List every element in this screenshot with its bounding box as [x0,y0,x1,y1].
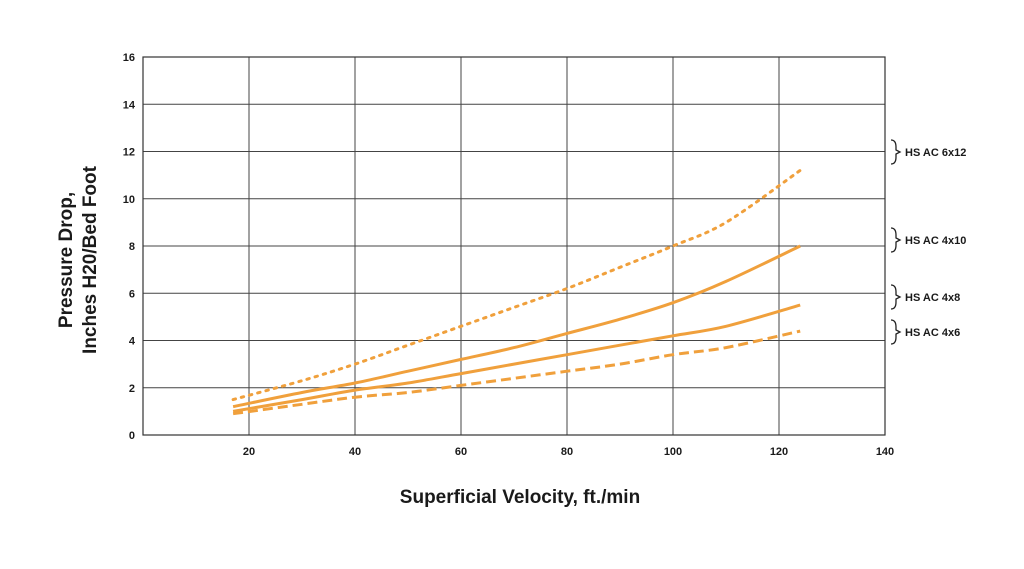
series-line-hs-ac-4x6 [232,329,801,416]
legend-bracket [890,227,902,253]
y-tick-label: 14 [123,99,136,111]
x-tick-label: 140 [876,446,894,458]
y-tick-label: 10 [123,194,135,206]
x-tick-label: 100 [664,446,682,458]
y-axis-label-line-1: Pressure Drop, [56,192,77,328]
x-tick-label: 120 [770,446,788,458]
grid [143,57,885,435]
series-line-hs-ac-4x8 [232,303,801,413]
y-axis-label: Pressure Drop, Inches H20/Bed Foot [56,165,101,354]
legend-label: HS AC 4x6 [905,327,960,339]
x-tick-label: 80 [561,446,573,458]
x-axis-ticks: 20 40 60 80 100 120 140 [243,446,894,458]
x-tick-label: 60 [455,446,467,458]
y-tick-label: 0 [129,430,135,442]
legend: HS AC 6x12 HS AC 4x10 HS AC 4x8 HS AC 4x6 [890,139,966,345]
legend-label: HS AC 4x8 [905,292,960,304]
y-tick-label: 8 [129,241,135,253]
legend-bracket [890,319,902,345]
series-line-hs-ac-6x12 [231,168,802,402]
y-tick-label: 12 [123,147,135,159]
legend-label: HS AC 6x12 [905,147,966,159]
x-tick-label: 40 [349,446,361,458]
y-tick-label: 4 [129,336,136,348]
x-tick-label: 20 [243,446,255,458]
y-tick-label: 6 [129,288,135,300]
series-lines [231,168,802,416]
plot-frame [142,56,886,436]
series-line-hs-ac-4x10 [232,244,801,409]
y-axis-label-line-2: Inches H20/Bed Foot [80,165,101,354]
legend-bracket [890,284,902,310]
legend-label: HS AC 4x10 [905,235,966,247]
legend-bracket [890,139,902,165]
x-axis-label: Superficial Velocity, ft./min [400,487,640,508]
y-axis-ticks: 0 2 4 6 8 10 12 14 16 [123,52,136,442]
y-tick-label: 16 [123,52,135,64]
y-tick-label: 2 [129,383,135,395]
